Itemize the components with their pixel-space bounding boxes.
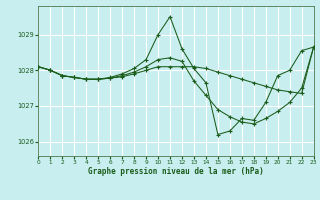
X-axis label: Graphe pression niveau de la mer (hPa): Graphe pression niveau de la mer (hPa) [88, 167, 264, 176]
